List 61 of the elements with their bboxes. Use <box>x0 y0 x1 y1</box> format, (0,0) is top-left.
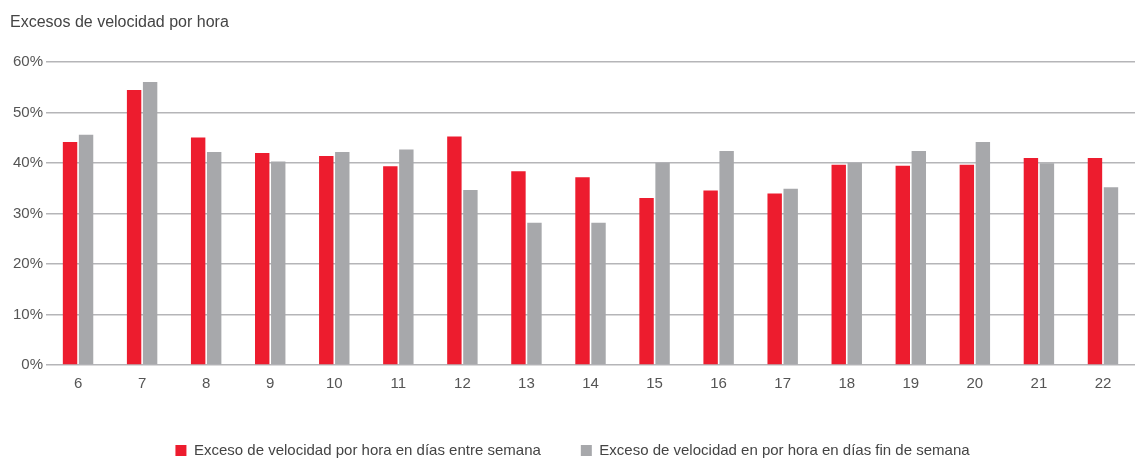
x-tick-label: 20 <box>966 374 984 392</box>
bar <box>639 197 654 365</box>
bar <box>655 162 670 365</box>
y-tick-label: 20% <box>12 254 44 272</box>
bar <box>335 152 350 365</box>
x-tick-label: 19 <box>902 374 920 392</box>
bar <box>271 161 286 365</box>
x-tick-label: 11 <box>390 374 407 392</box>
y-tick-label: 40% <box>12 153 44 171</box>
bar <box>1087 158 1103 365</box>
x-tick-label: 10 <box>325 374 343 392</box>
bar <box>126 89 142 365</box>
x-tick-label: 15 <box>646 374 663 392</box>
bar <box>975 141 991 365</box>
legend-label: Exceso de velocidad por hora en días entre semana <box>193 440 542 458</box>
x-tick-label: 8 <box>201 374 211 392</box>
bar <box>895 165 910 365</box>
bar <box>591 222 606 365</box>
bar <box>847 162 862 365</box>
bar <box>527 222 542 365</box>
x-tick-label: 9 <box>266 374 275 392</box>
x-tick-label: 13 <box>518 374 535 392</box>
y-tick-label: 30% <box>12 203 44 221</box>
x-tick-label: 17 <box>774 374 792 392</box>
bar <box>831 164 846 365</box>
bar <box>783 188 798 365</box>
bar <box>447 136 462 365</box>
bar <box>399 149 414 365</box>
bar <box>319 156 334 365</box>
bar <box>255 153 270 365</box>
bar <box>911 151 927 365</box>
x-tick-label: 14 <box>582 374 599 392</box>
x-tick-label: 22 <box>1094 374 1112 392</box>
x-tick-label: 6 <box>73 374 83 392</box>
bar <box>1039 163 1055 365</box>
bar <box>703 190 718 365</box>
y-tick-label: 0% <box>21 355 44 373</box>
bar <box>383 166 398 365</box>
bar <box>719 151 734 365</box>
bar <box>142 81 158 365</box>
x-tick-label: 12 <box>454 374 471 392</box>
x-tick-label: 21 <box>1030 374 1048 392</box>
bar <box>190 137 206 365</box>
bar <box>1103 187 1119 365</box>
y-tick-label: 60% <box>12 52 44 70</box>
bar <box>463 189 478 365</box>
x-tick-label: 7 <box>137 374 147 392</box>
bar <box>206 152 222 365</box>
bar <box>959 164 975 365</box>
x-tick-label: 18 <box>838 374 856 392</box>
legend-label: Exceso de velocidad en por hora en días fin de semana <box>599 440 971 458</box>
y-tick-label: 50% <box>12 102 44 120</box>
bar <box>767 193 782 365</box>
bar <box>78 134 94 365</box>
bar <box>511 171 526 365</box>
bar <box>1023 158 1039 365</box>
bar <box>575 177 590 365</box>
bar <box>62 141 78 365</box>
y-tick-label: 10% <box>12 304 44 322</box>
chart-title: Excesos de velocidad por hora <box>10 13 229 31</box>
x-tick-label: 16 <box>710 374 727 392</box>
